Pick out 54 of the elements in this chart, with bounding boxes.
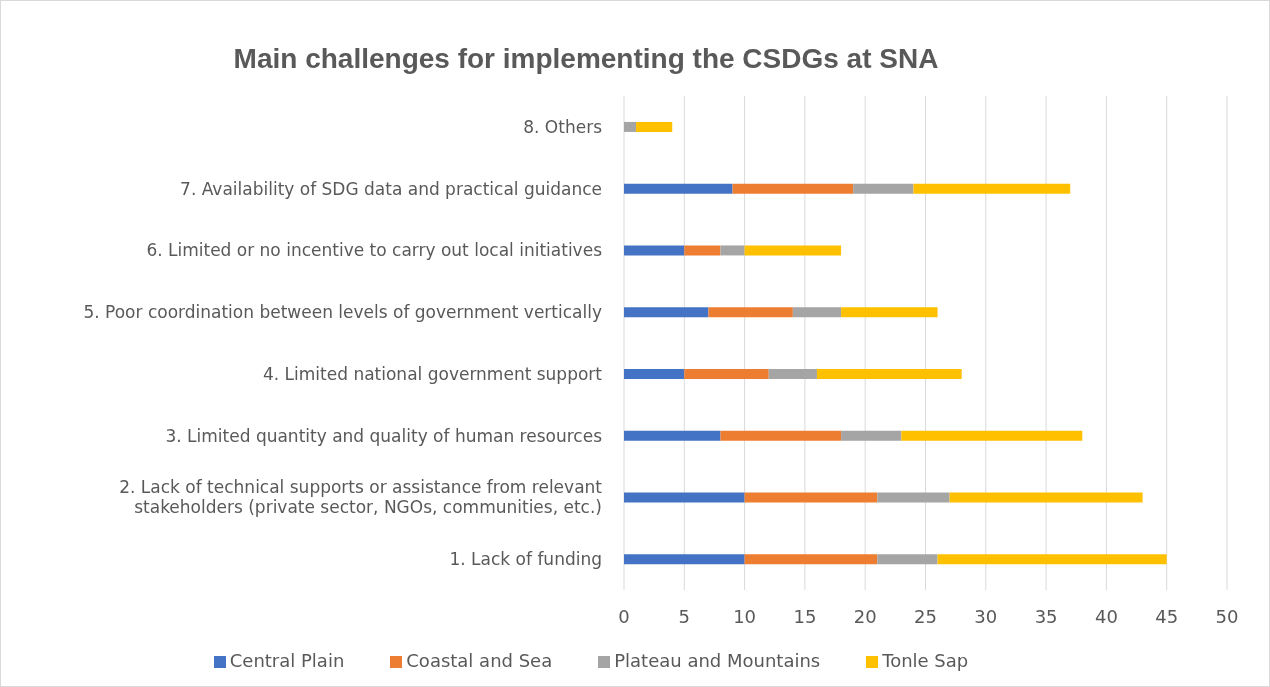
y-tick-label: 2. Lack of technical supports or assistance from relevant stakeholders (private sector, NGOs, communities, etc.) <box>119 477 603 518</box>
bar <box>732 183 854 194</box>
y-tick-label: 3. Limited quantity and quality of human resources <box>165 425 603 446</box>
bar <box>792 307 842 318</box>
legend-label: Plateau and Mountains <box>614 650 821 671</box>
bar <box>744 492 878 503</box>
bar <box>624 307 709 318</box>
chart-title: Main challenges for implementing the CSDGs at SNA <box>232 43 940 75</box>
bar <box>853 183 914 194</box>
bar <box>949 492 1143 503</box>
x-tick-label: 50 <box>1215 605 1239 627</box>
bar <box>708 307 793 318</box>
bar <box>720 430 842 441</box>
x-tick-label: 40 <box>1094 605 1118 627</box>
x-tick-label: 35 <box>1034 605 1058 627</box>
bar <box>937 554 1167 565</box>
bar <box>684 368 769 379</box>
y-tick-label: 1. Lack of funding <box>449 549 602 570</box>
x-tick-label: 45 <box>1155 605 1179 627</box>
bar <box>636 121 673 132</box>
y-tick-label: 5. Poor coordination between levels of government vertically <box>83 302 602 323</box>
bar <box>744 554 878 565</box>
bar <box>841 307 938 318</box>
x-tick-label: 0 <box>618 605 630 627</box>
bar <box>768 368 817 379</box>
x-tick-label: 20 <box>853 605 877 627</box>
bar <box>720 245 745 256</box>
x-tick-label: 25 <box>914 605 937 627</box>
y-tick-label: 7. Availability of SDG data and practical guidance <box>180 178 602 199</box>
bar <box>624 368 685 379</box>
bar <box>684 245 721 256</box>
bar <box>744 245 842 256</box>
bar <box>841 430 902 441</box>
bar <box>624 183 733 194</box>
bar <box>816 368 962 379</box>
y-tick-label: 4. Limited national government support <box>262 363 603 384</box>
bar <box>624 430 721 441</box>
bar <box>624 121 637 132</box>
y-tick-label: 8. Others <box>523 116 603 137</box>
bar <box>624 554 745 565</box>
bar <box>877 492 950 503</box>
bar <box>877 554 938 565</box>
bar <box>624 492 745 503</box>
legend-label: Central Plain <box>229 650 345 671</box>
x-tick-label: 10 <box>733 605 757 627</box>
legend-label: Tonle Sap <box>882 650 969 671</box>
x-tick-label: 5 <box>678 605 691 627</box>
x-tick-label: 30 <box>974 605 998 627</box>
y-tick-label: 6. Limited or no incentive to carry out local initiatives <box>146 240 603 261</box>
bar <box>901 430 1083 441</box>
bar <box>624 245 685 256</box>
x-tick-label: 15 <box>793 605 817 627</box>
legend-label: Coastal and Sea <box>406 650 553 671</box>
bar <box>913 183 1071 194</box>
